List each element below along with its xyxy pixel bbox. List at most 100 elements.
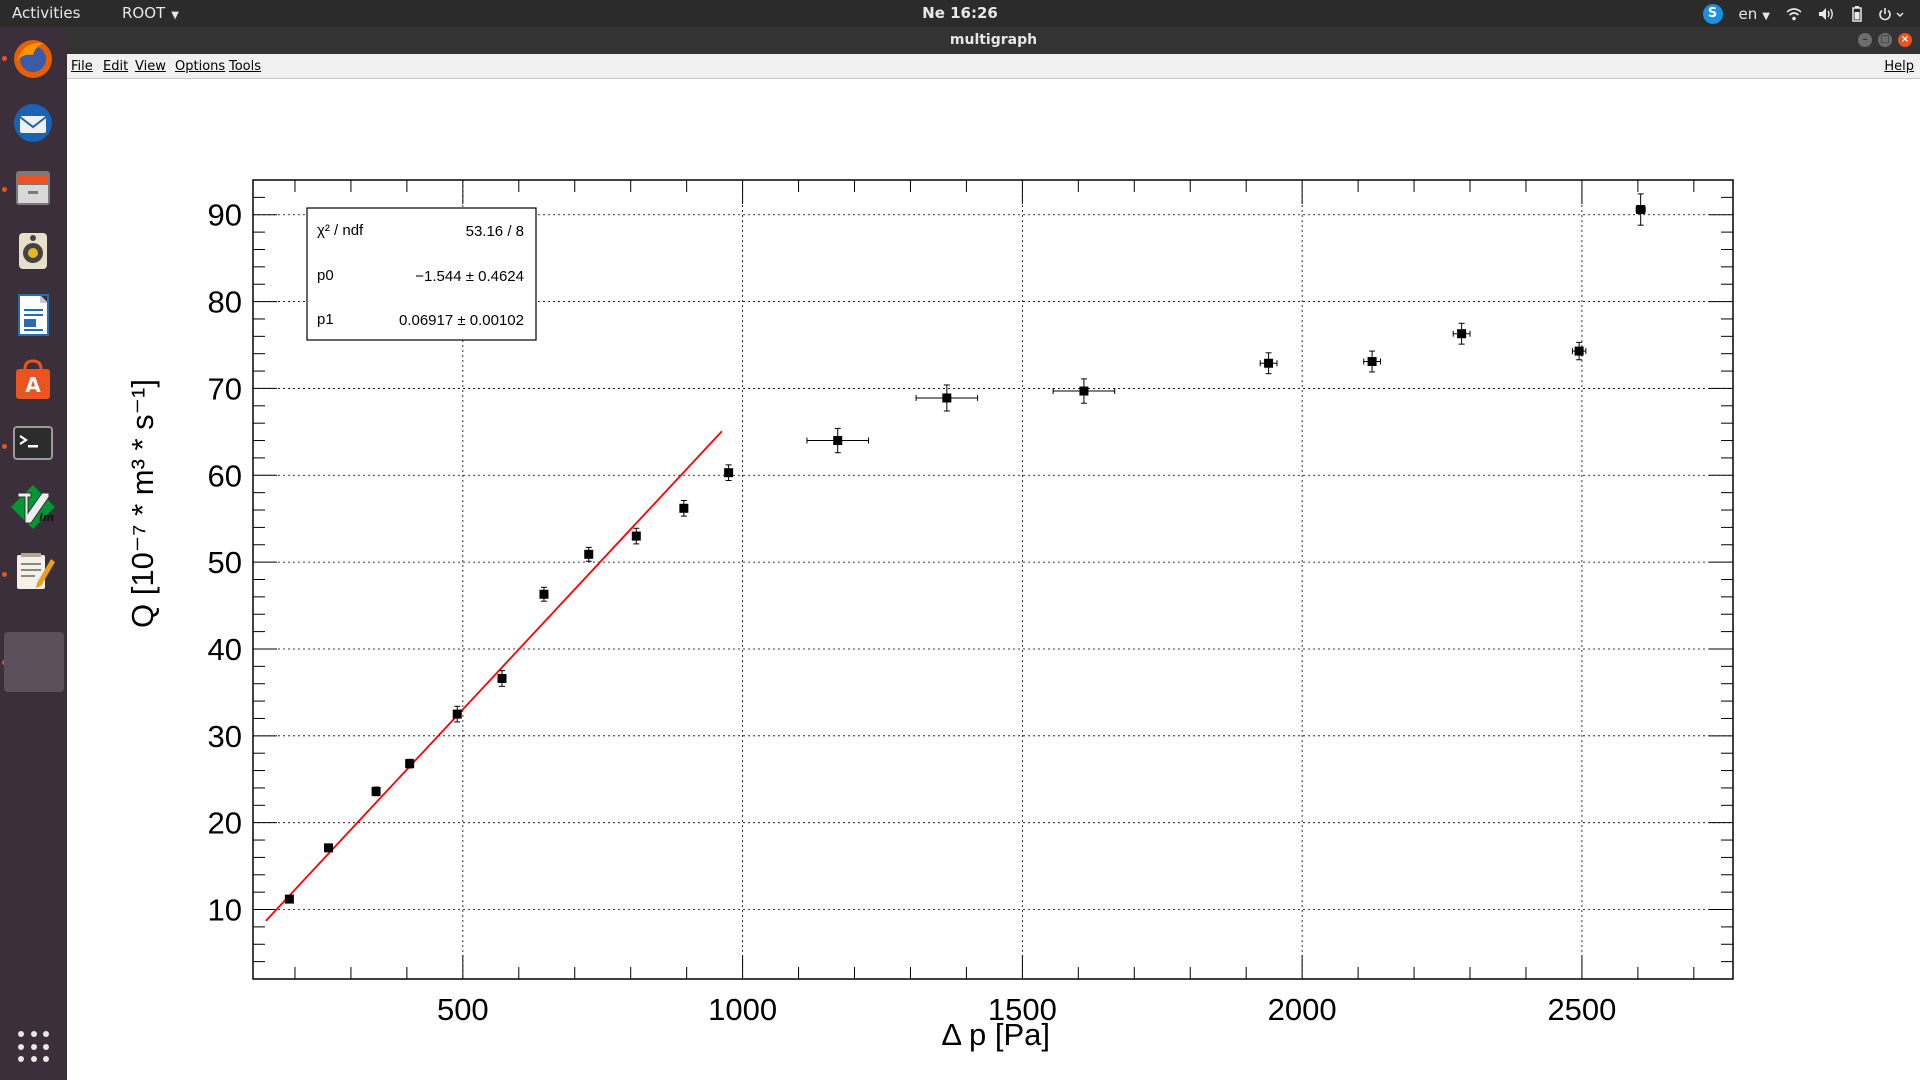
fit-stats-box[interactable]: χ² / ndf 53.16 / 8 p0 −1.544 ± 0.4624 p1… <box>306 207 537 341</box>
chi2-label: χ² / ndf <box>317 222 364 239</box>
y-tick-label: 20 <box>208 806 242 841</box>
menu-edit[interactable]: Edit <box>103 59 129 74</box>
y-tick-label: 10 <box>208 893 242 928</box>
top-bar: Activities ROOT ▼ Ne 16:26 S en ▼ <box>0 0 1920 27</box>
data-point <box>1363 350 1381 373</box>
running-indicator <box>2 572 7 577</box>
data-point <box>679 499 689 517</box>
terminal-icon[interactable] <box>9 419 57 467</box>
chevron-down-icon: ▼ <box>171 10 179 21</box>
menu-view[interactable]: View <box>135 59 166 74</box>
text-editor-icon[interactable] <box>9 547 57 595</box>
point-marker <box>724 468 734 478</box>
clock[interactable]: Ne 16:26 <box>922 4 998 22</box>
menu-tools[interactable]: Tools <box>229 59 262 74</box>
y-tick-labels: 10 20 30 40 50 60 70 80 90 <box>208 198 242 928</box>
fit-line <box>265 430 723 922</box>
power-icon[interactable] <box>1878 7 1906 21</box>
axis-ticks <box>253 179 1733 979</box>
data-point <box>324 843 334 853</box>
skype-icon[interactable]: S <box>1702 3 1723 24</box>
app-grid-icon[interactable] <box>18 1031 50 1063</box>
plot-frame <box>252 179 1734 980</box>
point-marker <box>371 786 381 796</box>
point-marker <box>833 436 843 446</box>
data-point <box>497 670 507 687</box>
point-marker <box>679 503 689 513</box>
menu-help[interactable]: Help <box>1884 59 1914 74</box>
point-marker <box>631 531 641 541</box>
battery-icon[interactable] <box>1852 5 1862 22</box>
app-menu-label: ROOT <box>122 4 166 22</box>
data-point <box>405 758 415 769</box>
menu-bar: File Edit View Options Tools Help <box>67 54 1920 79</box>
files-icon[interactable] <box>9 163 57 211</box>
point-marker <box>405 759 415 769</box>
software-center-icon[interactable]: A <box>9 355 57 403</box>
app-menu[interactable]: ROOT ▼ <box>122 4 179 22</box>
point-marker <box>539 589 549 599</box>
point-marker <box>1264 358 1274 368</box>
data-point <box>915 384 979 412</box>
y-tick-label: 80 <box>208 285 242 320</box>
y-axis-label: Q [10⁻⁷ * m³ * s⁻¹] <box>125 379 160 628</box>
point-marker <box>584 549 594 559</box>
p0-label: p0 <box>317 267 334 284</box>
minimize-button[interactable]: – <box>1858 33 1872 47</box>
p0-value: −1.544 ± 0.4624 <box>415 268 524 285</box>
point-marker <box>1574 346 1584 356</box>
language-indicator[interactable]: en ▼ <box>1739 5 1770 23</box>
point-marker <box>1367 357 1377 367</box>
x-axis-label: Δ p [Pa] <box>941 1017 1050 1052</box>
data-point <box>806 427 870 454</box>
window-title: multigraph <box>949 32 1038 48</box>
volume-icon[interactable] <box>1818 7 1836 21</box>
data-point <box>584 546 594 562</box>
activities-button[interactable]: Activities <box>12 4 81 22</box>
menu-options[interactable]: Options <box>175 59 226 74</box>
writer-icon[interactable] <box>9 291 57 339</box>
root-app-icon[interactable] <box>4 632 64 692</box>
x-tick-label: 500 <box>437 992 489 1027</box>
language-label: en <box>1738 4 1758 23</box>
x-tick-label: 1000 <box>708 992 777 1027</box>
data-point <box>539 586 549 602</box>
menu-file[interactable]: File <box>71 59 93 74</box>
svg-text:im: im <box>39 511 54 524</box>
point-marker <box>1636 205 1646 215</box>
vim-icon[interactable]: im <box>9 483 57 531</box>
data-point <box>1452 322 1471 345</box>
point-marker <box>284 894 294 904</box>
running-indicator <box>2 444 7 449</box>
firefox-icon[interactable] <box>9 35 57 83</box>
thunderbird-icon[interactable] <box>9 99 57 147</box>
data-point <box>452 705 462 723</box>
y-tick-label: 40 <box>208 632 242 667</box>
y-tick-label: 50 <box>208 545 242 580</box>
data-point <box>371 786 381 797</box>
y-tick-label: 30 <box>208 719 242 754</box>
maximize-button[interactable]: □ <box>1878 33 1892 47</box>
window-controls: – □ × <box>1858 33 1912 47</box>
point-marker <box>324 843 334 853</box>
rhythmbox-icon[interactable] <box>9 227 57 275</box>
y-tick-label: 90 <box>208 198 242 233</box>
wifi-icon[interactable] <box>1786 7 1802 21</box>
close-button[interactable]: × <box>1898 33 1912 47</box>
data-point <box>1052 378 1116 404</box>
x-tick-label: 2500 <box>1547 992 1616 1027</box>
data-point <box>1635 193 1646 226</box>
chevron-down-icon: ▼ <box>1762 10 1770 22</box>
data-point <box>1571 341 1587 361</box>
dock: A im <box>0 27 67 1080</box>
data-point <box>1259 352 1278 375</box>
multigraph-plot[interactable]: 500 1000 1500 2000 2500 10 20 30 40 50 60 70 80 90 Δ… <box>67 79 1920 1080</box>
root-canvas[interactable]: 500 1000 1500 2000 2500 10 20 30 40 50 60 70 80 90 Δ… <box>67 79 1920 1080</box>
data-points <box>284 193 1646 904</box>
window-titlebar[interactable]: multigraph – □ × <box>67 27 1920 54</box>
svg-text:A: A <box>25 373 41 397</box>
running-indicator <box>2 56 7 61</box>
p1-value: 0.06917 ± 0.00102 <box>399 312 524 329</box>
point-marker <box>452 709 462 719</box>
chi2-value: 53.16 / 8 <box>466 223 524 240</box>
